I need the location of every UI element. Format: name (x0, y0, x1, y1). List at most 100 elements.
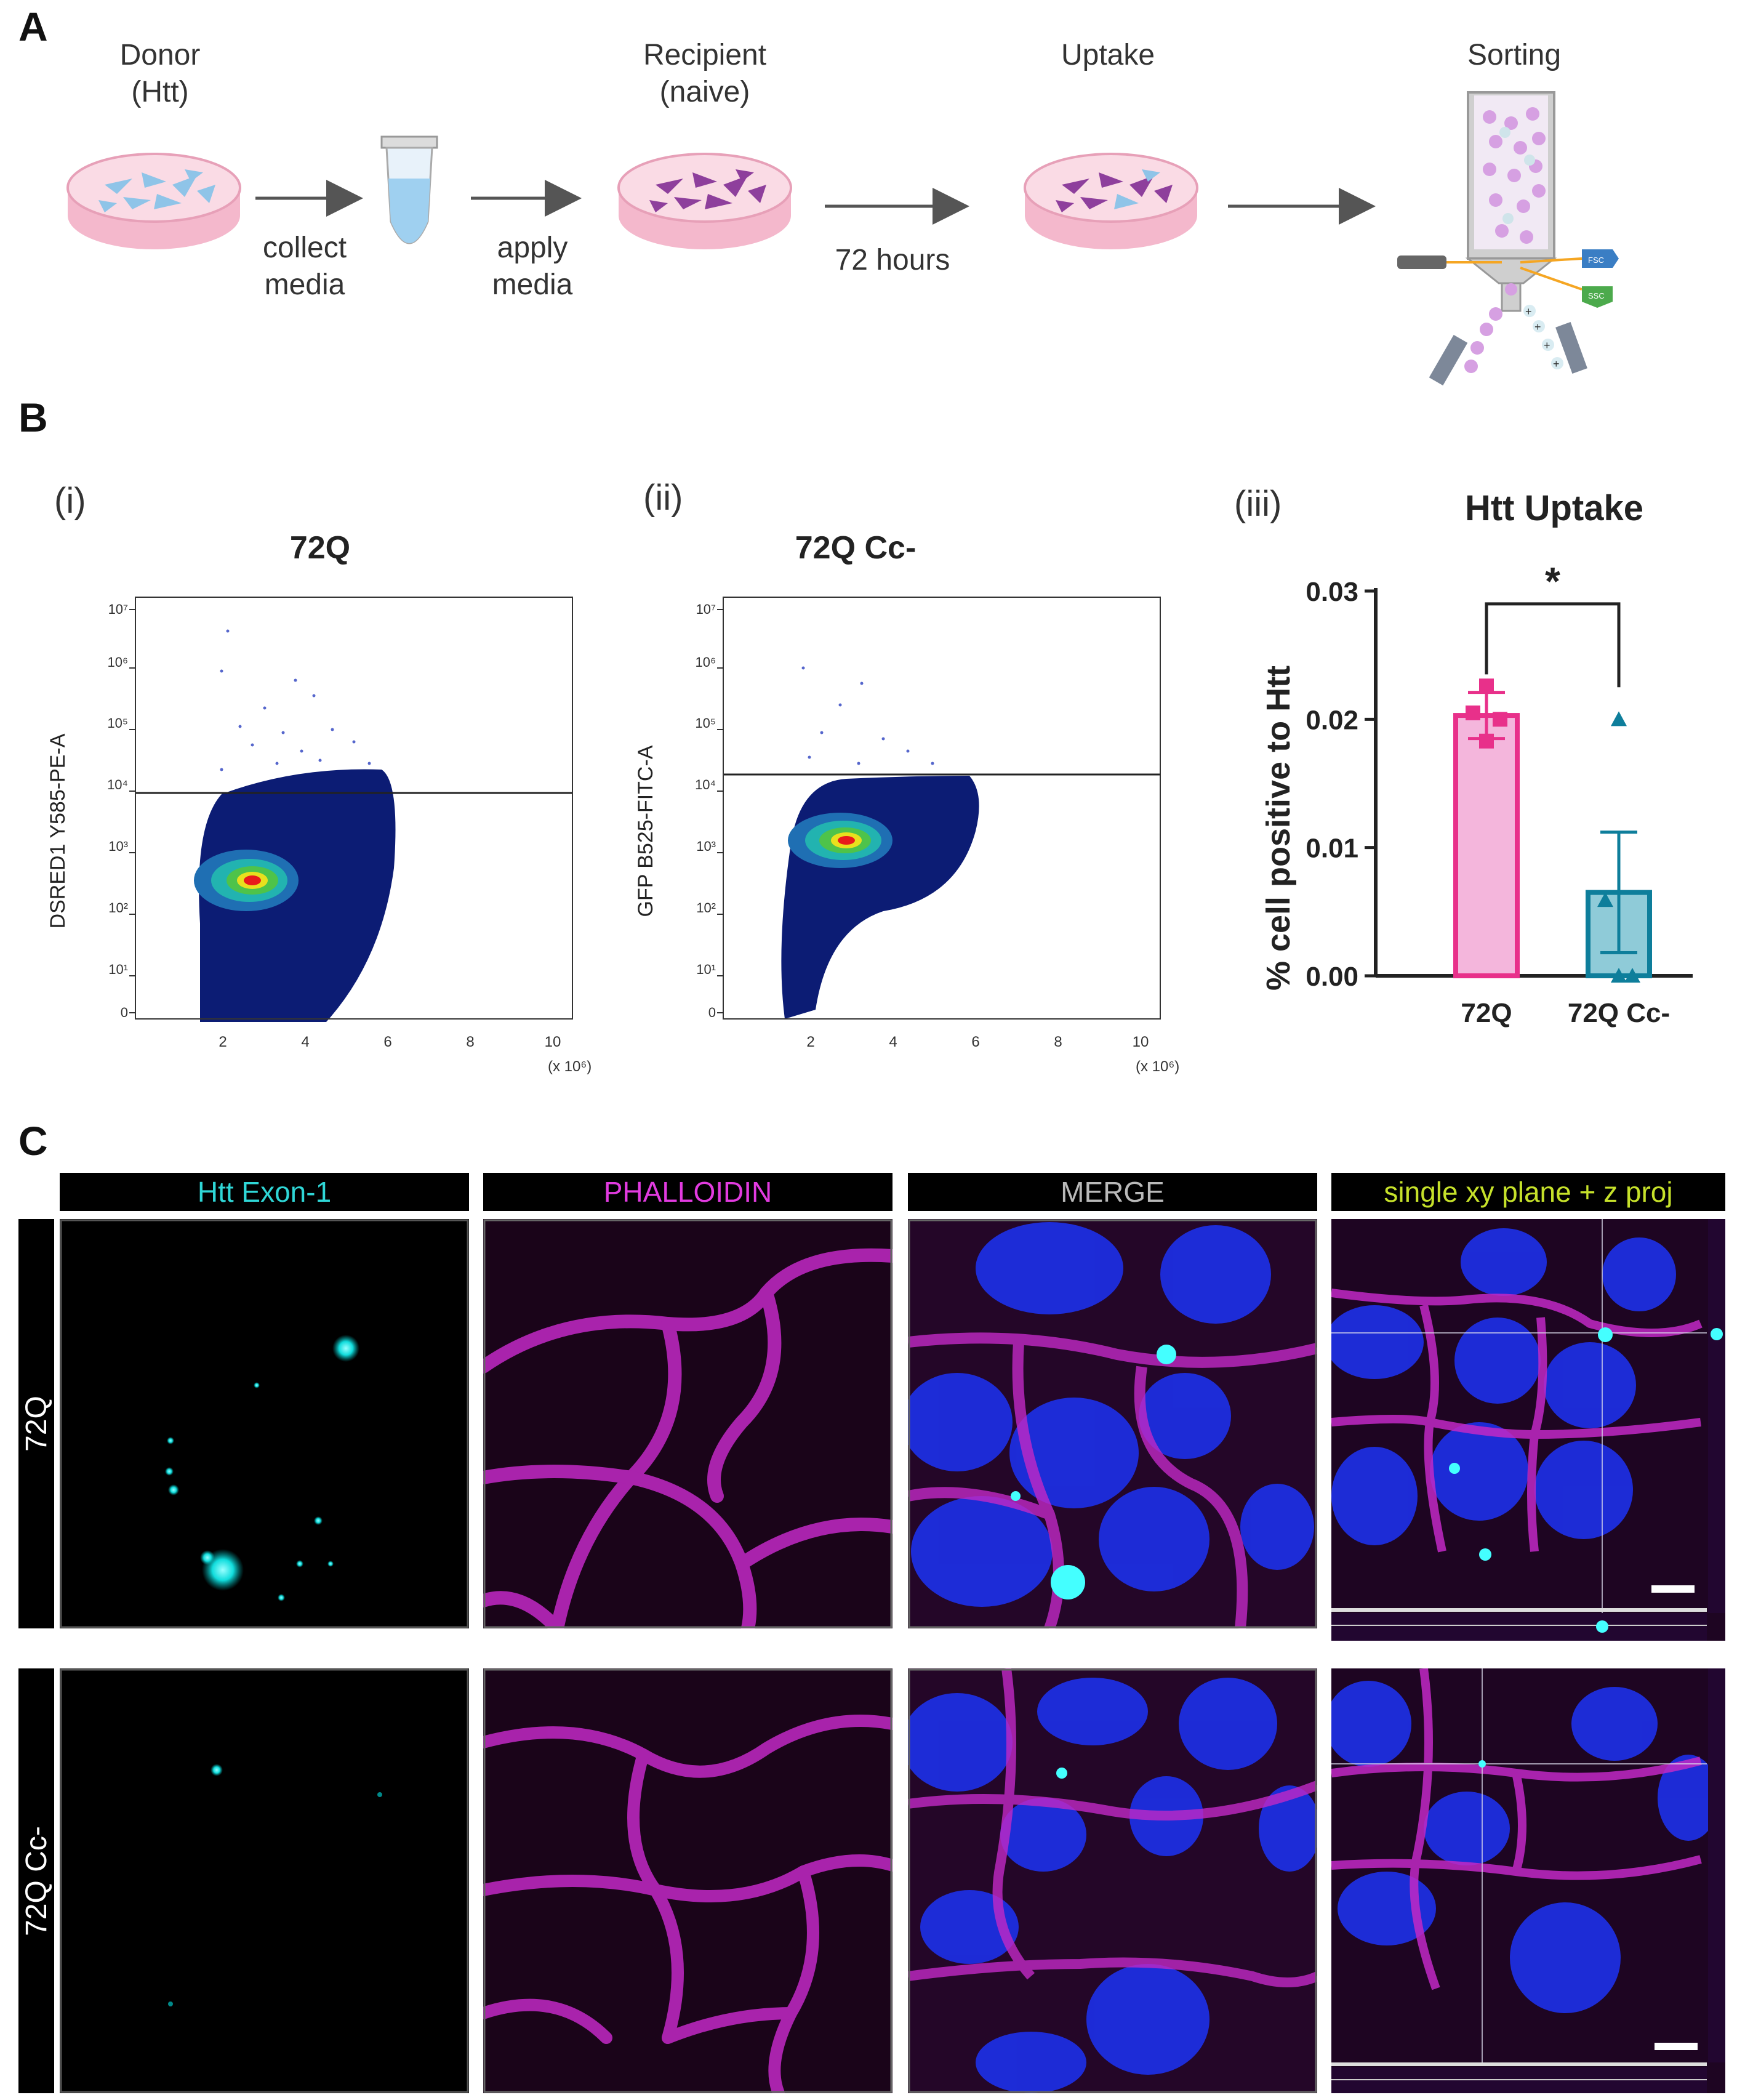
y-axis-label: DSRED1 Y585-PE-A (46, 733, 70, 928)
data-point (1479, 733, 1494, 749)
svg-text:+: + (1553, 358, 1560, 370)
image-72q-phalloidin (483, 1219, 893, 1628)
significance-star: * (1545, 559, 1560, 603)
x-tick: 4 (889, 1034, 897, 1050)
svg-text:SSC: SSC (1588, 291, 1605, 300)
y-tick: 10⁷ (108, 601, 128, 617)
y-tick: 10² (108, 900, 128, 915)
y-tick: 0 (708, 1005, 716, 1020)
scatter-outliers (220, 629, 371, 771)
data-point (1493, 712, 1507, 727)
image-72q-htt (60, 1219, 469, 1628)
header-htt-exon1: Htt Exon-1 (60, 1173, 469, 1211)
x-tick: 10 (545, 1034, 561, 1050)
sorting-title: Sorting (1467, 39, 1562, 71)
y-tick: 10⁶ (695, 654, 716, 670)
x-unit: (x 10⁶) (548, 1058, 592, 1075)
x-tick: 4 (301, 1034, 309, 1050)
x-tick: 6 (971, 1034, 979, 1050)
flow-plot-i: DSRED1 Y585-PE-A 10⁷ 10⁶ 10⁵ 10⁴ 10³ 10²… (46, 597, 592, 1075)
cell-sorter-icon: FSC SSC ++++ (1397, 91, 1619, 386)
donor-dish-icon (66, 153, 241, 249)
scale-bar (1655, 2043, 1698, 2050)
plot-frame (135, 597, 573, 1020)
image-72q-xy-plane (1331, 1219, 1725, 1641)
y-tick-label: 0.02 (1306, 705, 1358, 735)
image-72q-merge (908, 1219, 1317, 1628)
chart-y-label: % cell positive to Htt (1260, 666, 1297, 991)
header-merge: MERGE (908, 1173, 1317, 1211)
panel-b-letter: B (18, 395, 48, 440)
x-tick: 2 (219, 1034, 227, 1050)
x-unit: (x 10⁶) (1136, 1058, 1179, 1075)
htt-uptake-bar-chart: Htt Uptake % cell positive to Htt 0.00 0.… (1260, 488, 1693, 1028)
x-category-label: 72Q Cc- (1568, 998, 1670, 1028)
svg-text:DSRED1 Y585-PE-A: DSRED1 Y585-PE-A (46, 733, 70, 928)
subpanel-iii-label: (iii) (1234, 484, 1282, 524)
header-phalloidin: PHALLOIDIN (483, 1173, 893, 1211)
arrow-label-apply: apply media (492, 231, 573, 301)
y-tick: 10² (696, 900, 716, 915)
panel-c-letter: C (18, 1118, 48, 1164)
scale-bar (1651, 1585, 1695, 1593)
plot-ii-title: 72Q Cc- (795, 530, 917, 566)
y-tick: 10⁵ (107, 715, 128, 731)
arrow-label-72h: 72 hours (835, 244, 950, 276)
uptake-dish-icon (1024, 153, 1198, 249)
header-xy-plane: single xy plane + z proj (1331, 1173, 1725, 1211)
y-tick-label: 0.03 (1306, 577, 1358, 607)
uptake-title: Uptake (1061, 39, 1155, 71)
svg-text:+: + (1544, 339, 1550, 352)
data-point (1466, 705, 1480, 720)
bar (1453, 713, 1520, 978)
data-point (1597, 892, 1613, 907)
significance-bracket (1485, 602, 1621, 688)
plot-i-title: 72Q (289, 530, 351, 566)
donor-title: Donor (Htt) (119, 39, 201, 108)
y-tick: 10⁵ (695, 715, 716, 731)
y-tick: 10¹ (696, 962, 716, 977)
chart-title: Htt Uptake (1465, 488, 1643, 528)
y-tick: 0 (121, 1005, 128, 1020)
subpanel-i-label: (i) (54, 481, 86, 521)
row-label-72q: 72Q (18, 1219, 54, 1628)
recipient-title: Recipient (naive) (643, 39, 767, 108)
x-tick: 2 (806, 1034, 814, 1050)
data-point (1479, 678, 1494, 694)
svg-text:+: + (1525, 305, 1532, 318)
svg-text:GFP B525-FITC-A: GFP B525-FITC-A (634, 745, 657, 917)
image-72qcc-xy-plane (1331, 1668, 1725, 2093)
panel-a-schematic: FSC SSC ++++ (66, 91, 1619, 386)
y-tick: 10³ (108, 839, 128, 854)
image-72qcc-htt (60, 1668, 469, 2093)
svg-text:+: + (1534, 321, 1541, 333)
y-axis-label: GFP B525-FITC-A (634, 745, 657, 917)
flow-plot-ii: GFP B525-FITC-A 10⁷ 10⁶ 10⁵ 10⁴ 10³ 10² … (634, 597, 1179, 1075)
density-cloud (194, 769, 396, 1022)
y-tick: 10⁶ (107, 654, 128, 670)
panel-a-letter: A (18, 4, 48, 49)
y-tick-label: 0.00 (1306, 962, 1358, 992)
tube-icon (380, 135, 438, 244)
svg-text:% cell positive to Htt: % cell positive to Htt (1260, 666, 1297, 991)
y-tick: 10⁴ (107, 777, 128, 792)
y-tick: 10¹ (108, 962, 128, 977)
recipient-dish-icon (617, 153, 792, 249)
y-tick: 10³ (696, 839, 716, 854)
x-tick: 10 (1133, 1034, 1149, 1050)
data-point (1611, 968, 1627, 983)
y-tick-label: 0.01 (1306, 834, 1358, 864)
x-tick: 8 (466, 1034, 474, 1050)
plot-frame (723, 597, 1161, 1020)
x-tick: 8 (1054, 1034, 1062, 1050)
svg-text:FSC: FSC (1588, 255, 1604, 265)
y-tick: 10⁴ (695, 777, 716, 792)
y-tick: 10⁷ (696, 601, 716, 617)
scatter-outliers (801, 666, 934, 765)
data-point (1611, 711, 1627, 726)
x-tick: 6 (383, 1034, 391, 1050)
x-category-label: 72Q (1461, 998, 1512, 1028)
data-point (1624, 968, 1640, 983)
row-label-72q-cc: 72Q Cc- (18, 1668, 54, 2093)
image-72qcc-merge (908, 1668, 1317, 2093)
